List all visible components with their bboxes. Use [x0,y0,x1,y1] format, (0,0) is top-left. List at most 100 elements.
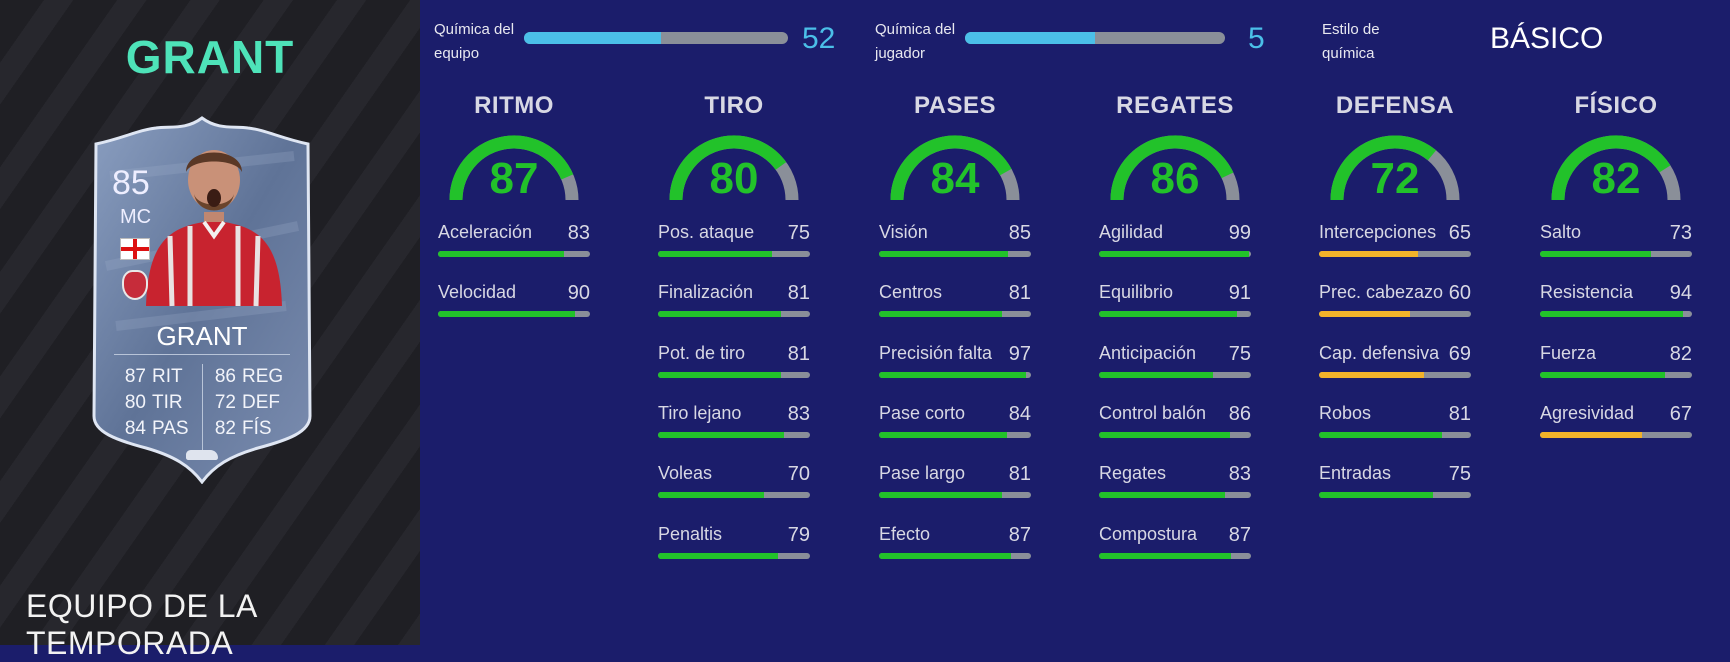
stat-bar-fill [1319,492,1433,499]
stat-label: Pos. ataque [658,222,755,242]
card-stat: 80 TIR [124,392,183,413]
stat-row: Control balón 86 [1099,403,1251,443]
stat-label: Prec. cabezazo [1319,282,1444,303]
stat-label: Entradas [1319,463,1392,484]
stat-label: Centros [879,282,943,303]
stat-row: Centros 81 [879,282,1031,322]
card-stat: 86 REG [214,366,284,387]
stat-bar [1099,492,1251,499]
category-value: 87 [489,154,539,203]
stat-value: 97 [1008,342,1031,365]
stat-value: 83 [787,402,810,425]
card-stat: 72 DEF [214,392,280,413]
stat-bar-fill [1099,431,1230,438]
stat-bar-fill [1099,311,1238,318]
stat-value: 87 [1008,523,1031,546]
stat-value: 86 [1228,402,1251,425]
category-gauge: 87 [444,130,584,212]
player-image [146,150,282,307]
stat-bar-fill [1099,552,1232,559]
stat-value: 60 [1448,282,1471,305]
player-card[interactable]: 85 MC GRANT 87 RIT 80 TIR 84 PAS 86 REG 72 DE… [86,116,318,484]
card-frame [92,116,312,484]
stat-value: 81 [1008,463,1031,486]
stat-value: 81 [787,282,810,305]
card-rating: 85 [112,164,150,202]
stat-value: 85 [1008,222,1031,244]
card-player-name: GRANT [156,321,248,351]
category-defensa: DEFENSA 72 Intercepciones 65 Prec. cabezazo 6… [1319,92,1471,499]
stat-bar [1099,431,1251,438]
stat-row: Pos. ataque 75 [658,222,810,262]
stat-bar [879,371,1031,378]
category-gauge: 86 [1105,130,1245,212]
stat-bar [879,311,1031,318]
stat-bar [658,431,810,438]
stat-row: Equilibrio 91 [1099,282,1251,322]
stat-value: 75 [1448,463,1471,486]
stat-bar-fill [1319,371,1424,378]
stat-row: Anticipación 75 [1099,343,1251,383]
stat-bar-fill [879,371,1027,378]
player-panel: GRANT 85 [0,0,420,661]
stat-bar [1319,251,1471,257]
stat-row: Tiro lejano 83 [658,403,810,443]
stat-bar [438,251,590,257]
category-value: 72 [1370,154,1420,203]
stat-bar [1319,311,1471,318]
stat-row: Compostura 87 [1099,524,1251,564]
stat-value: 69 [1448,342,1471,365]
stat-label: Fuerza [1540,342,1597,363]
stat-value: 83 [567,222,590,244]
stat-label: Cap. defensiva [1319,342,1440,363]
stat-bar [879,251,1031,257]
stat-bar-fill [1099,492,1226,499]
stat-value: 79 [787,523,810,546]
stat-value: 87 [1228,523,1251,546]
stat-bar-fill [658,431,785,438]
team-chemistry-bar [524,32,788,44]
stat-label: Precisión falta [879,342,993,363]
stat-row: Efecto 87 [879,524,1031,564]
chemistry-style-value[interactable]: BÁSICO [1490,22,1604,55]
category-title: REGATES [1116,92,1234,119]
stat-bar-fill [1319,251,1418,257]
stat-bar-fill [658,311,782,318]
stat-bar [658,552,810,559]
stat-bar [1319,371,1471,378]
category-pases: PASES 84 Visión 85 Centros 81 Precisión falta 9… [879,92,1031,559]
category-regates: REGATES 86 Agilidad 99 Equilibrio 91 Anticipac… [1099,92,1251,559]
gauge-fill [1551,135,1671,201]
stat-row: Aceleración 83 [438,222,590,262]
gauge-fill [669,135,787,201]
stat-bar-fill [658,492,765,499]
stat-label: Voleas [658,463,713,484]
stat-label: Tiro lejano [658,402,742,423]
stat-row: Precisión falta 97 [879,343,1031,383]
stat-value: 65 [1448,222,1471,244]
stat-bar [658,311,810,318]
stat-label: Control balón [1099,402,1207,423]
stat-value: 67 [1669,402,1692,425]
card-stats-right: 86 REG 72 DEF 82 FÍS [206,364,283,442]
stat-value: 83 [1228,463,1251,486]
stat-value: 99 [1228,222,1251,244]
stat-value: 73 [1669,222,1692,244]
stat-bar-fill [879,552,1012,559]
category-ritmo: RITMO 87 Aceleración 83 Velocidad 90 [438,92,590,318]
category-gauge: 84 [885,130,1025,212]
stat-row: Pase largo 81 [879,463,1031,503]
stat-bar-fill [1540,311,1683,318]
stat-bar-fill [658,371,782,378]
stat-label: Robos [1319,402,1372,423]
card-type-title: EQUIPO DE LA TEMPORADA [26,588,257,661]
stat-label: Finalización [658,282,754,303]
stat-bar-fill [879,251,1009,257]
card-stat: 84 PAS [124,418,189,439]
stat-bar [879,552,1031,559]
stat-bar [1319,431,1471,438]
stat-row: Cap. defensiva 69 [1319,343,1471,383]
card-stats-divider [202,364,203,450]
stat-bar-fill [1319,431,1443,438]
stat-row: Fuerza 82 [1540,343,1692,383]
